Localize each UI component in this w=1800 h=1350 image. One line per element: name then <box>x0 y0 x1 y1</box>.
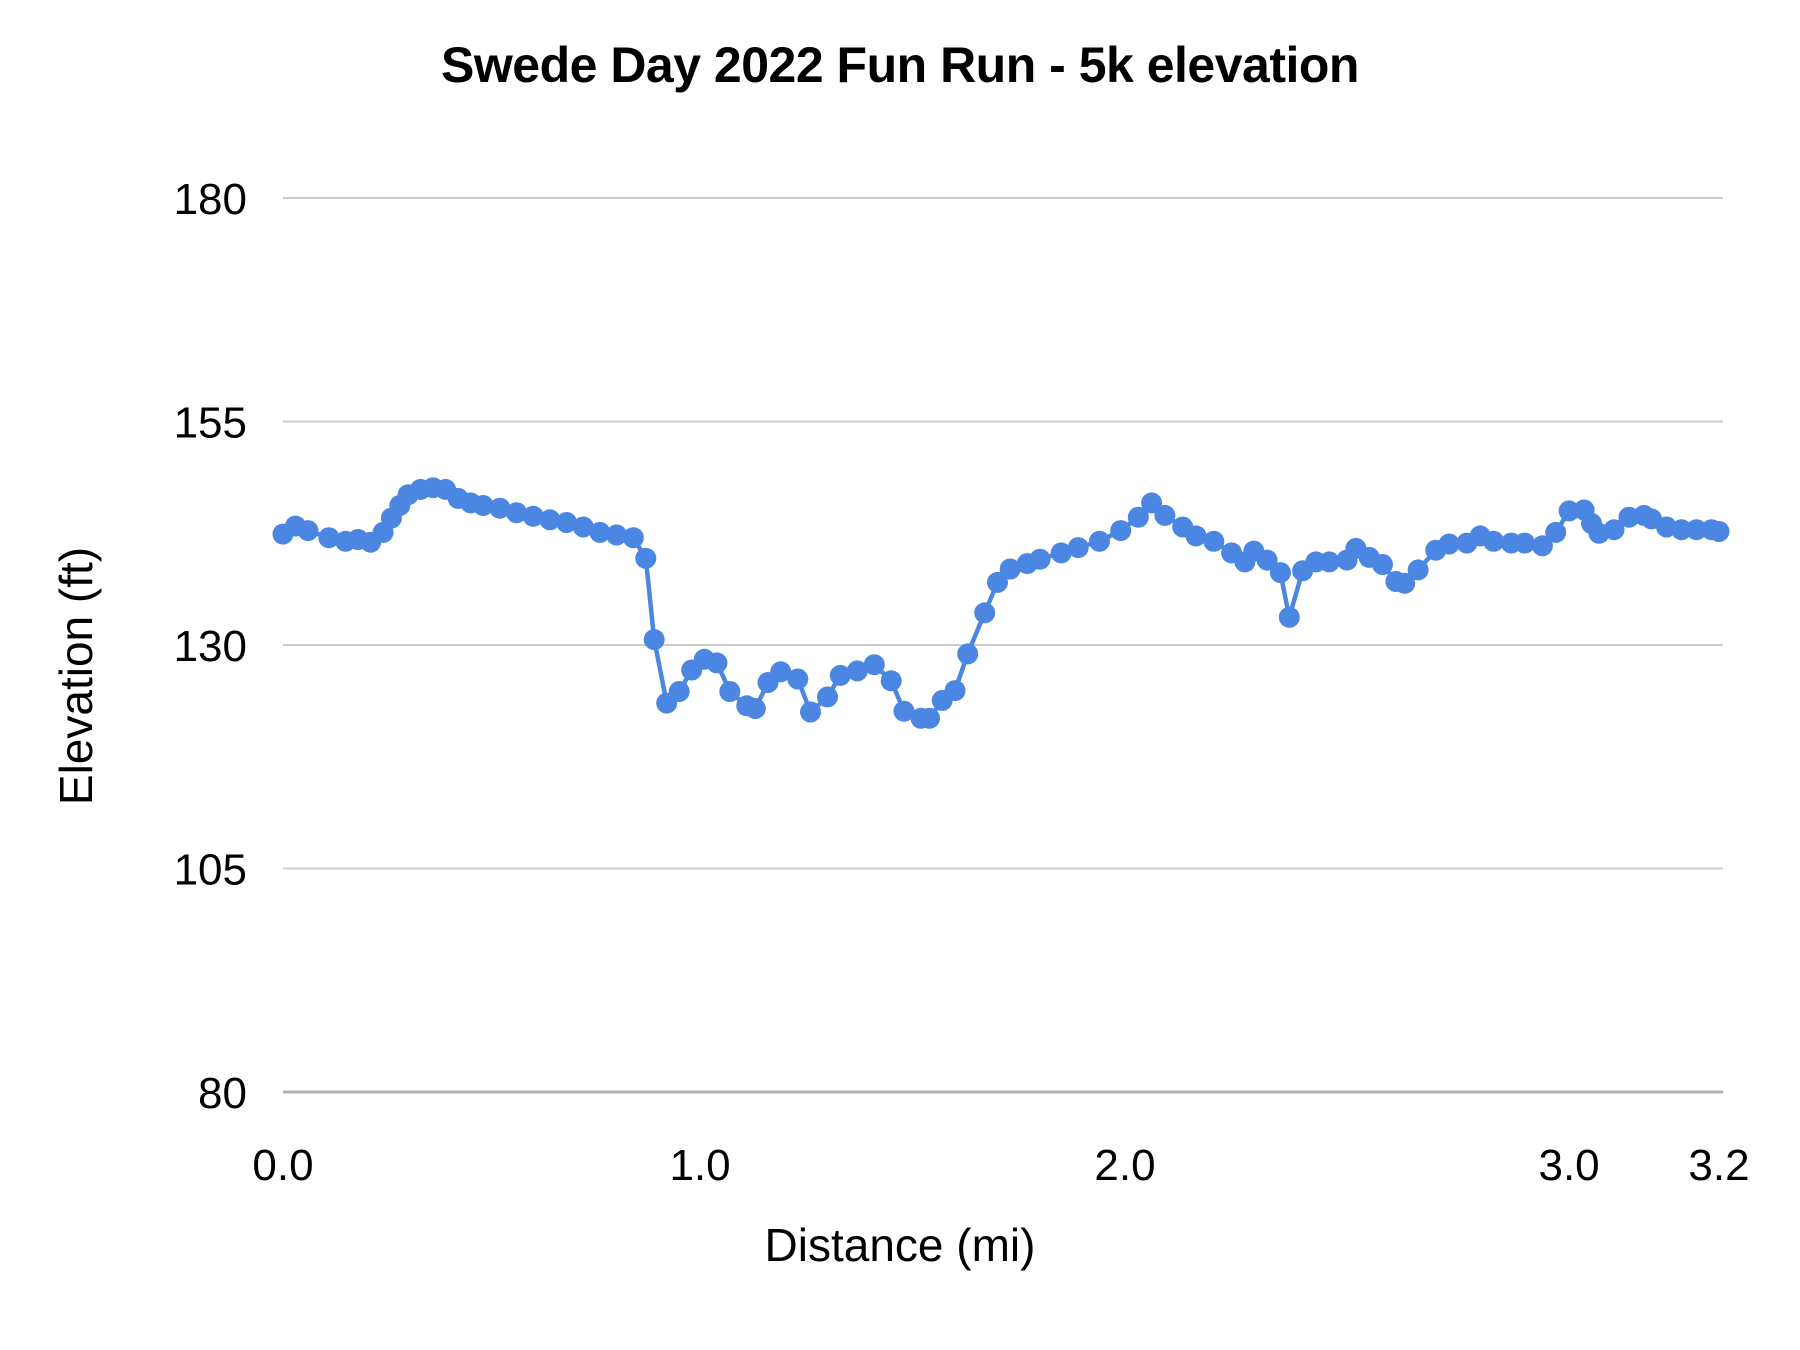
data-point-marker <box>846 660 868 682</box>
data-point-marker <box>1671 519 1692 541</box>
data-point-marker <box>1089 530 1110 552</box>
data-point-marker <box>817 686 838 708</box>
data-point-marker <box>1514 532 1536 554</box>
chart-title: Swede Day 2022 Fun Run - 5k elevation <box>441 37 1359 93</box>
data-point-marker <box>1127 506 1149 528</box>
data-point-marker <box>1256 549 1278 571</box>
data-point-marker <box>1483 530 1505 552</box>
data-point-marker <box>1029 548 1051 570</box>
data-point-marker <box>974 602 996 624</box>
data-point-marker <box>1438 533 1460 555</box>
data-point-marker <box>1708 521 1730 542</box>
y-tick-label: 180 <box>174 175 247 224</box>
data-point-marker <box>1110 520 1132 542</box>
data-point-marker <box>719 681 741 702</box>
elevation-line <box>280 485 1722 721</box>
data-point-marker <box>1558 500 1580 522</box>
data-point-marker <box>987 571 1008 593</box>
data-point-marker <box>787 668 809 690</box>
data-point-marker <box>1318 551 1340 573</box>
data-point-marker <box>1603 519 1625 541</box>
data-point-marker <box>880 670 902 692</box>
data-point-marker <box>1278 606 1300 628</box>
data-point-marker <box>297 520 319 542</box>
x-tick-label: 2.0 <box>1094 1141 1155 1190</box>
y-axis-title: Elevation (ft) <box>50 546 102 806</box>
data-point-marker <box>622 527 644 549</box>
x-tick-label: 3.2 <box>1688 1141 1749 1190</box>
y-tick-label: 130 <box>174 622 247 671</box>
data-point-marker <box>635 547 657 569</box>
data-point-marker <box>1545 521 1567 543</box>
data-point-marker <box>1394 572 1416 594</box>
data-point-marker <box>744 698 766 719</box>
y-tick-label: 80 <box>198 1069 247 1118</box>
data-point-marker <box>1269 562 1291 584</box>
data-point-marker <box>1067 537 1089 559</box>
y-tick-label: 155 <box>174 399 247 448</box>
data-point-marker <box>489 497 511 519</box>
data-point-marker <box>1203 530 1225 552</box>
data-point-marker <box>1050 542 1072 564</box>
data-point-marker <box>522 505 544 527</box>
data-point-marker <box>643 629 665 651</box>
data-point-marker <box>1407 559 1429 581</box>
data-point-marker <box>863 654 885 676</box>
data-point-marker <box>944 680 966 702</box>
data-point-marker <box>1154 504 1176 526</box>
data-point-marker <box>1686 519 1707 541</box>
data-point-marker <box>589 521 611 543</box>
data-point-marker <box>706 652 728 674</box>
data-point-marker <box>919 707 940 729</box>
x-tick-label: 0.0 <box>252 1141 313 1190</box>
data-point-marker <box>1141 492 1163 514</box>
data-point-marker <box>556 512 578 533</box>
data-point-marker <box>999 558 1021 580</box>
data-point-marker <box>539 509 561 531</box>
data-point-marker <box>1185 525 1207 547</box>
y-tick-label: 105 <box>174 846 247 895</box>
data-point-marker <box>606 524 628 546</box>
x-axis-title: Distance (mi) <box>764 1219 1036 1271</box>
data-point-marker <box>829 664 851 686</box>
data-point-marker <box>893 700 915 722</box>
data-point-marker <box>506 502 527 524</box>
x-tick-label: 3.0 <box>1538 1141 1599 1190</box>
data-point-marker <box>472 495 494 516</box>
data-point-marker <box>800 701 821 723</box>
data-point-marker <box>770 661 792 683</box>
data-point-marker <box>1531 535 1553 557</box>
data-point-marker <box>318 527 340 549</box>
data-point-marker <box>572 516 594 538</box>
data-point-marker <box>668 681 690 702</box>
data-point-marker <box>957 643 979 665</box>
x-tick-label: 1.0 <box>669 1141 730 1190</box>
data-point-marker <box>1372 554 1393 575</box>
